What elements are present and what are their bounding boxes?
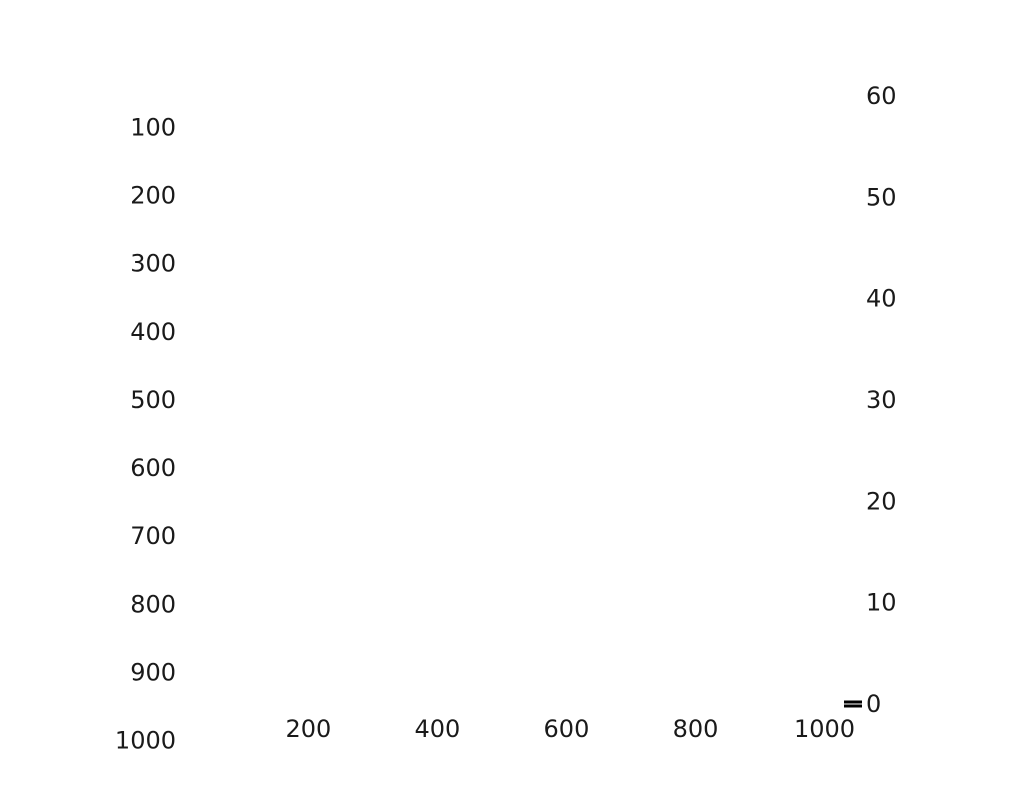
y-tick-label: 800 xyxy=(130,590,176,618)
x-tick-label: 1000 xyxy=(794,715,855,743)
colorbar-tick-label: 50 xyxy=(866,183,897,211)
colorbar-base-mark xyxy=(844,704,862,708)
y-tick-label: 400 xyxy=(130,318,176,346)
colorbar-tick-label: 10 xyxy=(866,589,897,617)
x-axis-tick-labels: 200 400 600 800 1000 xyxy=(285,715,855,743)
colorbar-tick-label: 20 xyxy=(866,487,897,515)
y-tick-label: 1000 xyxy=(115,727,176,755)
y-tick-label: 600 xyxy=(130,454,176,482)
y-tick-label: 700 xyxy=(130,522,176,550)
x-tick-label: 400 xyxy=(415,715,461,743)
colorbar-tick-label: 30 xyxy=(866,386,897,414)
y-tick-label: 900 xyxy=(130,659,176,687)
y-tick-label: 200 xyxy=(130,182,176,210)
y-tick-label: 100 xyxy=(130,113,176,141)
x-tick-label: 800 xyxy=(673,715,719,743)
y-axis-tick-labels: 100 200 300 400 500 600 700 800 900 1000 xyxy=(115,113,176,754)
x-tick-label: 200 xyxy=(285,715,331,743)
heatmap-image xyxy=(180,90,840,715)
y-tick-label: 300 xyxy=(130,250,176,278)
colorbar-tick-label: 0 xyxy=(866,690,881,718)
colorbar-tick-label: 40 xyxy=(866,285,897,313)
colorbar-base-mark xyxy=(844,700,862,704)
colorbar-tick-label: 60 xyxy=(866,82,897,110)
colorbar-marks xyxy=(844,700,862,708)
x-tick-label: 600 xyxy=(544,715,590,743)
colorbar-tick-labels: 0 10 20 30 40 50 60 xyxy=(866,82,897,718)
y-tick-label: 500 xyxy=(130,386,176,414)
